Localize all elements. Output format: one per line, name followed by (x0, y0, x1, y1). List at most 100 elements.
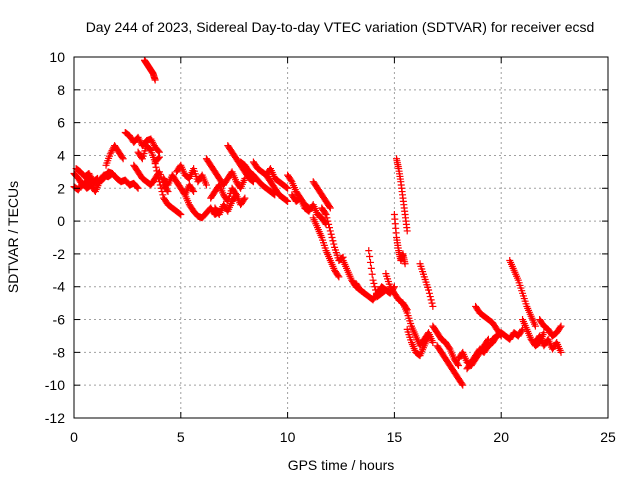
data-point (159, 191, 167, 199)
data-point (330, 240, 338, 248)
data-point (158, 188, 166, 196)
data-point (164, 188, 172, 196)
series-arc-w (318, 204, 347, 264)
data-point (426, 293, 434, 301)
data-point (366, 253, 374, 261)
data-point (149, 138, 157, 146)
data-point (93, 174, 101, 182)
data-point (425, 332, 433, 340)
data-point (134, 133, 142, 141)
x-tick-label: 0 (70, 429, 78, 445)
data-point (176, 210, 184, 218)
x-tick-label: 20 (493, 429, 509, 445)
data-point (151, 76, 159, 84)
y-tick-label: 4 (57, 147, 65, 163)
data-point (155, 153, 163, 161)
data-point (322, 211, 330, 219)
data-point (427, 296, 435, 304)
data-point (518, 327, 526, 335)
data-points (70, 56, 565, 389)
data-point (368, 270, 376, 278)
data-point (155, 147, 163, 155)
series-arc-s (262, 171, 292, 205)
data-point (429, 302, 437, 310)
data-point (284, 197, 292, 205)
data-point (153, 167, 161, 175)
data-point (324, 217, 332, 225)
data-point (108, 170, 116, 178)
y-tick-label: -6 (53, 312, 66, 328)
grid-lines (74, 57, 608, 418)
data-point (148, 137, 156, 145)
data-point (454, 361, 462, 369)
x-tick-label: 10 (280, 429, 296, 445)
series-arc-ai (433, 342, 467, 389)
data-point (557, 348, 565, 356)
series-arc-z (352, 279, 390, 304)
data-point (556, 323, 564, 331)
data-point (189, 186, 197, 194)
data-point (283, 184, 291, 192)
series-arc-ac (393, 155, 411, 235)
data-point (93, 175, 101, 183)
data-point (154, 170, 162, 178)
series-arc-x (309, 214, 343, 281)
data-point (484, 337, 492, 345)
series-arc-ag (416, 260, 437, 310)
data-point (134, 184, 142, 192)
data-point (248, 176, 256, 184)
data-point (326, 204, 334, 212)
y-tick-label: -10 (45, 377, 65, 393)
data-point (223, 196, 231, 204)
data-point (156, 181, 164, 189)
data-point (133, 183, 141, 191)
y-tick-label: -12 (45, 410, 65, 426)
data-point (86, 171, 94, 179)
series-arc-k (173, 161, 210, 189)
data-point (177, 211, 185, 219)
data-point (241, 194, 249, 202)
data-point (87, 173, 95, 181)
data-point (425, 286, 433, 294)
data-point (282, 183, 290, 191)
data-point (85, 170, 93, 178)
series-arc-aq (536, 316, 565, 340)
data-point (325, 220, 333, 228)
data-point (328, 234, 336, 241)
y-tick-label: 2 (57, 180, 65, 196)
x-tick-label: 15 (387, 429, 403, 445)
y-tick-label: -2 (53, 246, 66, 262)
plot-frame (73, 56, 609, 419)
data-point (531, 322, 539, 330)
axis-ticks: -12 -10 -8 -6 -4 -2 0 2 4 6 8 10 0 5 10 15 20 25 (45, 49, 616, 445)
data-point (334, 272, 342, 280)
series-arc-m (202, 155, 249, 192)
data-point (367, 264, 375, 272)
series-arc-b (70, 168, 116, 196)
data-point (372, 286, 380, 294)
series-arc-o (211, 191, 249, 219)
data-point (445, 344, 453, 352)
data-point (202, 181, 210, 189)
data-point (365, 247, 373, 255)
y-axis-label: SDTVAR / TECUs (5, 181, 21, 293)
data-point (282, 196, 290, 204)
data-point (458, 380, 466, 388)
data-point (151, 160, 159, 168)
data-point (136, 137, 144, 145)
data-point (371, 283, 379, 291)
data-point (321, 209, 329, 217)
series-arc-c (72, 165, 101, 186)
data-point (327, 230, 335, 238)
series-arc-q (237, 158, 279, 199)
y-tick-label: 8 (57, 82, 65, 98)
data-point (366, 258, 374, 266)
y-tick-label: -8 (53, 344, 66, 360)
y-tick-label: 10 (49, 49, 65, 65)
data-point (137, 153, 145, 161)
data-point (107, 148, 115, 156)
data-point (240, 195, 248, 203)
series-arc-i (151, 160, 185, 219)
data-point (135, 135, 143, 143)
